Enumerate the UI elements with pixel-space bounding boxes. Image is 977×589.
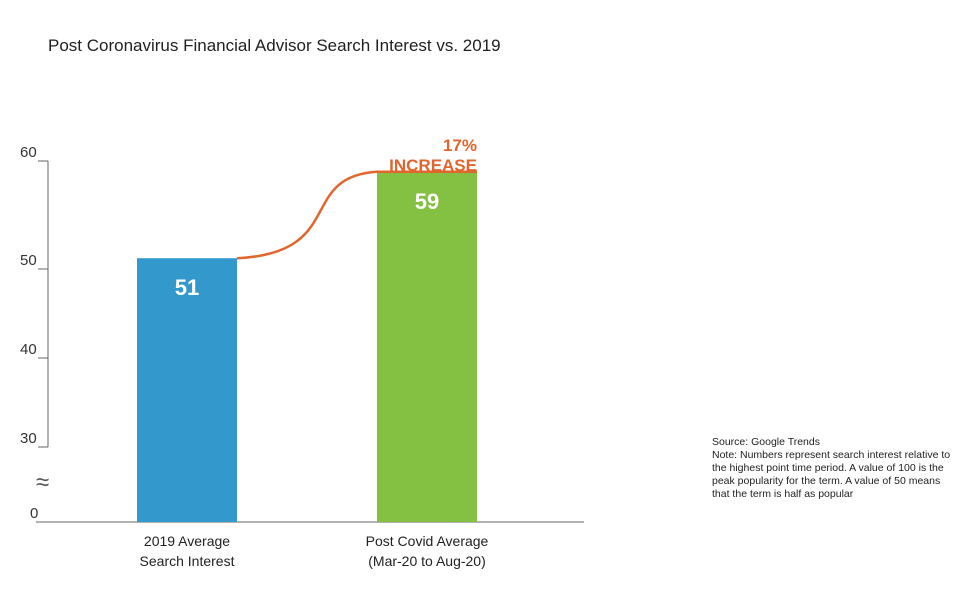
- increase-annotation: 17%: [443, 136, 477, 155]
- chart-title: Post Coronavirus Financial Advisor Searc…: [48, 36, 501, 55]
- source-text: Source: Google Trends: [712, 436, 820, 448]
- category-label: Post Covid Average: [366, 533, 489, 549]
- bar: [377, 171, 477, 523]
- category-label: (Mar-20 to Aug-20): [368, 553, 486, 569]
- y-tick-label: 30: [20, 430, 37, 447]
- note-text: Note: Numbers represent search interest …: [712, 449, 951, 500]
- chart-bars: [137, 170, 477, 523]
- axis-break-icon: ≈: [36, 469, 49, 496]
- category-label: 2019 Average: [144, 533, 230, 549]
- y-tick-label: 50: [20, 252, 37, 269]
- bar: [137, 258, 237, 522]
- y-tick-label: 40: [20, 341, 37, 358]
- increase-annotation: INCREASE: [389, 156, 477, 175]
- chart-axes: 30 40 50 60 0 ≈: [20, 144, 584, 523]
- bar-value-label: 59: [415, 189, 439, 214]
- bar-value-label: 51: [175, 275, 199, 300]
- y-zero-label: 0: [30, 505, 38, 522]
- y-tick-label: 60: [20, 144, 37, 161]
- increase-curve: [236, 170, 477, 260]
- category-label: Search Interest: [140, 553, 235, 569]
- chart-notes: Source: Google Trends Note: Numbers repr…: [712, 436, 957, 501]
- chart-labels: 51 2019 Average Search Interest 59 Post Covi…: [140, 136, 489, 569]
